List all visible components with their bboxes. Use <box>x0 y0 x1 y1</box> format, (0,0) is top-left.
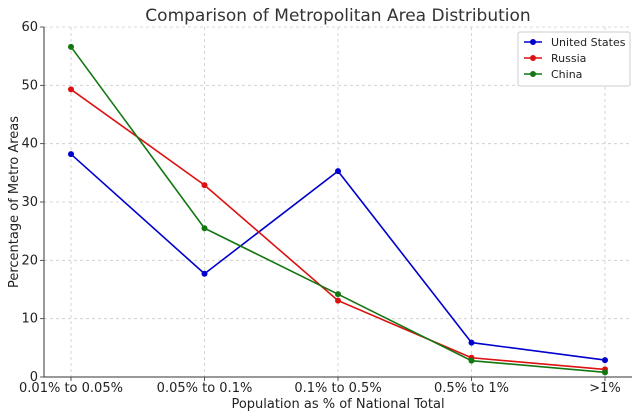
data-point-china <box>602 369 608 376</box>
legend-marker-united-states <box>530 39 536 45</box>
data-point-russia <box>68 86 74 93</box>
y-tick-label: 10 <box>21 312 38 327</box>
chart-title: Comparison of Metropolitan Area Distribu… <box>145 6 530 26</box>
data-point-russia <box>201 182 208 189</box>
x-tick-label: 0.05% to 0.1% <box>157 381 253 396</box>
x-axis-title: Population as % of National Total <box>231 397 444 412</box>
legend-marker-china <box>530 71 536 77</box>
x-tick-label: 0.1% to 0.5% <box>294 381 381 396</box>
data-point-china <box>201 225 208 232</box>
grid <box>44 26 632 378</box>
data-point-china <box>468 357 475 364</box>
data-point-united-states <box>468 339 475 346</box>
y-tick-label: 30 <box>21 195 38 210</box>
legend: United States Russia China <box>517 31 631 87</box>
y-tick-label: 0 <box>30 370 38 385</box>
x-tick-label: >1% <box>589 381 621 396</box>
legend-label-russia: Russia <box>551 52 586 65</box>
legend-label-china: China <box>551 68 582 81</box>
y-tick-label: 50 <box>21 78 38 93</box>
axes <box>40 26 632 381</box>
data-point-united-states <box>201 270 208 277</box>
data-point-russia <box>335 297 341 304</box>
tick-labels: 0 10 20 30 40 50 60 0.01% to 0.05% 0.05% to 0.1%… <box>19 20 621 396</box>
data-point-china <box>335 291 341 298</box>
data-point-united-states <box>335 168 341 175</box>
x-tick-label: 0.01% to 0.05% <box>19 381 123 396</box>
y-axis-title: Percentage of Metro Areas <box>7 116 22 288</box>
legend-marker-russia <box>530 55 536 61</box>
legend-label-united-states: United States <box>551 36 626 49</box>
y-tick-label: 40 <box>21 137 38 152</box>
x-tick-label: 0.5% to 1% <box>434 381 509 396</box>
y-tick-label: 60 <box>21 20 38 35</box>
data-point-united-states <box>602 357 608 364</box>
data-point-china <box>68 43 74 50</box>
y-tick-label: 20 <box>21 253 38 268</box>
series-layer <box>68 43 608 376</box>
legend-box <box>517 31 631 87</box>
data-point-united-states <box>68 151 74 158</box>
